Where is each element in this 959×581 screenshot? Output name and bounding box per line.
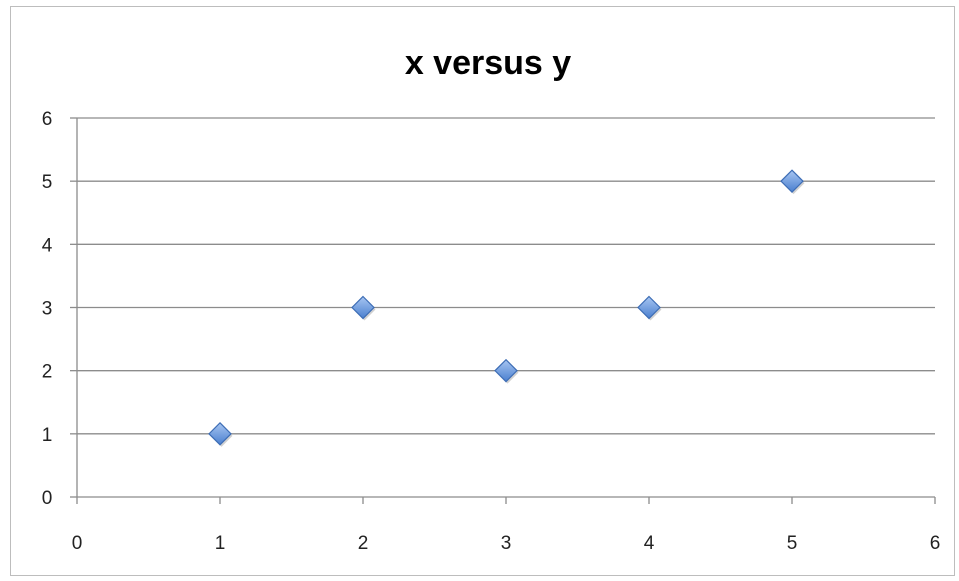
- y-tick-label: 4: [42, 235, 53, 256]
- x-tick-label: 6: [930, 533, 941, 554]
- x-tick-label: 5: [787, 533, 798, 554]
- x-tick-label: 4: [644, 533, 655, 554]
- x-tick-label: 3: [501, 533, 512, 554]
- data-point: [637, 295, 661, 320]
- y-tick-label: 2: [42, 362, 53, 383]
- y-tick-label: 3: [42, 299, 53, 320]
- x-tick-label: 0: [72, 533, 83, 554]
- chart-title: x versus y: [405, 44, 571, 82]
- axes: [70, 117, 936, 504]
- x-tick-label: 1: [215, 533, 226, 554]
- chart-frame: [10, 6, 955, 576]
- data-point: [351, 295, 375, 320]
- y-tick-label: 1: [42, 425, 53, 446]
- y-tick-label: 0: [42, 488, 53, 509]
- gridlines: [77, 117, 935, 435]
- tick-labels: 0 1 2 3 4 5 6 0 1 2 3 4 5 6: [42, 109, 941, 554]
- x-tick-label: 2: [358, 533, 369, 554]
- y-tick-label: 6: [42, 109, 53, 130]
- data-point: [208, 421, 232, 446]
- y-tick-label: 5: [42, 172, 53, 193]
- data-points: [208, 169, 805, 447]
- data-point: [780, 169, 804, 194]
- data-point: [494, 358, 518, 383]
